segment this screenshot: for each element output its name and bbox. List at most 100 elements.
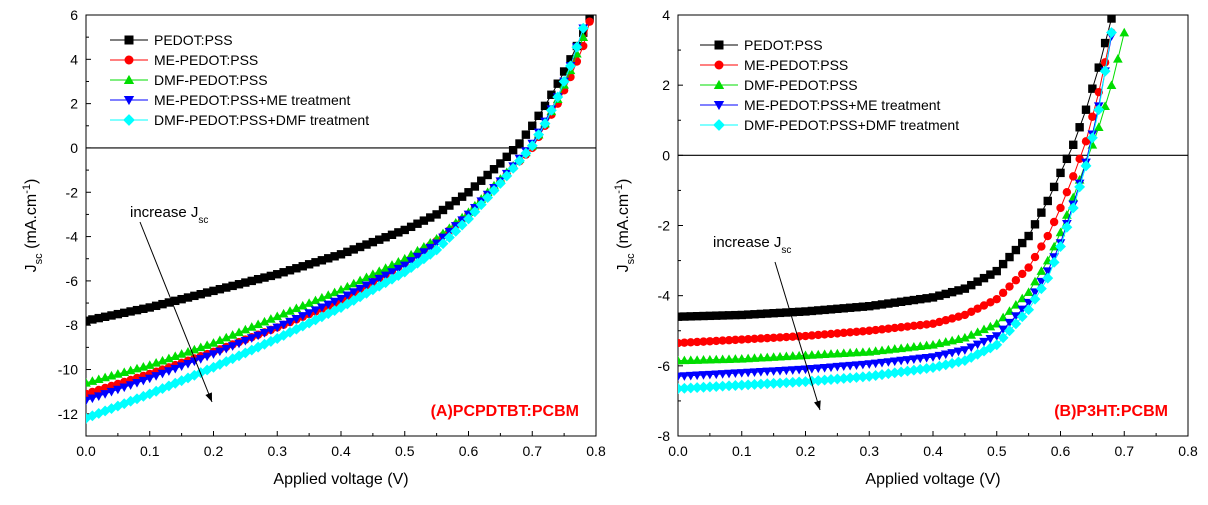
- data-point: [170, 364, 181, 374]
- data-point: [1016, 311, 1028, 323]
- data-point: [1030, 220, 1040, 229]
- data-point: [852, 303, 861, 312]
- data-point: [297, 312, 308, 321]
- data-point: [273, 270, 282, 279]
- data-point: [336, 294, 346, 304]
- data-point: [680, 338, 689, 347]
- data-point: [743, 353, 753, 363]
- y-axis-title: Jsc (mA.cm-1): [21, 179, 45, 273]
- data-point: [1106, 80, 1117, 89]
- data-point: [463, 213, 474, 225]
- data-point: [807, 350, 817, 359]
- data-point: [857, 371, 869, 383]
- data-point: [240, 336, 251, 346]
- data-point: [736, 369, 747, 378]
- data-point: [679, 355, 690, 365]
- legend-marker: [123, 95, 135, 106]
- data-point: [253, 331, 263, 341]
- data-point: [558, 76, 570, 87]
- data-point: [227, 342, 238, 351]
- x-tick-label: 0.0: [76, 443, 96, 459]
- data-point: [1075, 154, 1084, 164]
- data-point: [151, 301, 161, 311]
- data-point: [775, 308, 785, 318]
- data-point: [710, 381, 722, 392]
- data-point: [986, 298, 995, 307]
- data-point: [1029, 293, 1041, 305]
- data-point: [833, 329, 842, 338]
- series-me-pedot-pss-me-treatment: [86, 24, 589, 406]
- data-point: [800, 350, 811, 360]
- data-point: [195, 342, 206, 352]
- data-point: [501, 170, 513, 182]
- data-point: [131, 393, 143, 405]
- x-tick-label: 0.4: [923, 443, 943, 459]
- data-point: [941, 316, 950, 325]
- data-point: [266, 271, 276, 281]
- data-point: [227, 330, 238, 339]
- data-point: [1086, 132, 1098, 144]
- data-point: [304, 260, 314, 269]
- data-point: [819, 374, 831, 386]
- data-point: [475, 199, 487, 211]
- data-point: [233, 350, 245, 362]
- data-point: [1011, 245, 1021, 255]
- data-point: [844, 372, 856, 384]
- data-point: [323, 300, 334, 310]
- data-point: [678, 382, 690, 394]
- y-tick-label: -8: [658, 428, 671, 444]
- data-point: [762, 367, 773, 377]
- data-point: [285, 306, 295, 315]
- y-tick-label: -4: [66, 229, 79, 245]
- data-point: [1061, 221, 1073, 233]
- data-point: [482, 192, 494, 204]
- data-point: [246, 344, 258, 356]
- data-point: [750, 310, 759, 319]
- data-point: [88, 315, 97, 324]
- data-point: [368, 237, 378, 247]
- data-point: [1056, 168, 1065, 178]
- data-point: [960, 284, 970, 293]
- data-point: [240, 324, 251, 334]
- data-point: [1080, 160, 1092, 172]
- data-point: [749, 353, 760, 362]
- data-point: [208, 350, 219, 359]
- data-point: [781, 351, 792, 361]
- data-point: [979, 324, 989, 334]
- data-point: [712, 336, 721, 346]
- data-point: [985, 321, 996, 331]
- data-point: [1113, 54, 1123, 63]
- data-point: [889, 357, 900, 367]
- data-point: [278, 320, 289, 330]
- data-point: [806, 375, 818, 387]
- data-point: [743, 368, 753, 378]
- data-point: [195, 355, 206, 364]
- y-tick-label: 4: [70, 51, 78, 67]
- data-point: [909, 295, 919, 305]
- data-point: [1081, 137, 1091, 146]
- data-point: [692, 337, 702, 347]
- series-pedot-pss: [86, 15, 594, 325]
- data-point: [686, 312, 695, 321]
- data-point: [851, 361, 862, 370]
- data-point: [355, 284, 365, 294]
- data-point: [1024, 263, 1033, 272]
- data-point: [928, 353, 938, 362]
- data-point: [1100, 58, 1110, 67]
- data-point: [113, 385, 123, 395]
- data-point: [362, 240, 371, 249]
- data-point: [832, 362, 843, 372]
- data-point: [1030, 288, 1040, 297]
- data-point: [246, 334, 257, 343]
- data-point: [94, 313, 103, 323]
- data-point: [132, 305, 142, 315]
- data-point: [820, 305, 829, 315]
- data-point: [1024, 231, 1033, 241]
- data-point: [298, 262, 307, 271]
- data-point: [985, 335, 996, 344]
- data-point: [763, 309, 772, 318]
- data-point: [515, 139, 524, 148]
- data-point: [520, 147, 532, 159]
- series-dmf-pedot-pss-dmf-treatment: [678, 27, 1117, 395]
